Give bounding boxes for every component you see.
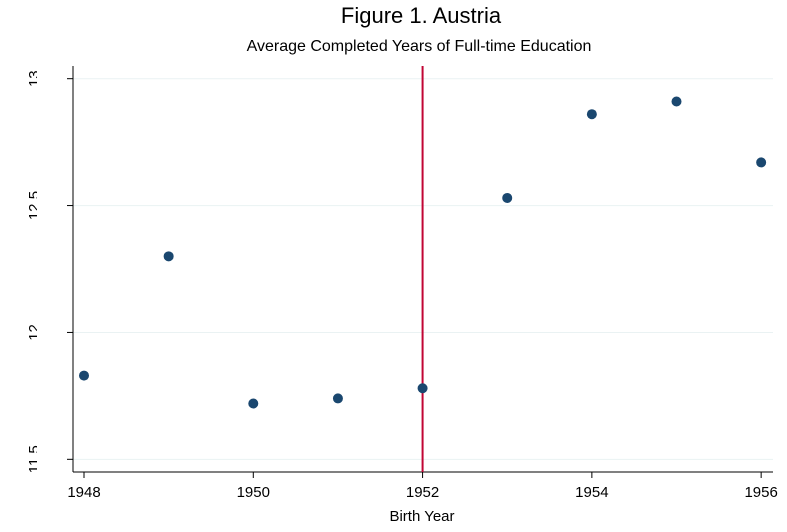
x-tick-label: 1952 bbox=[406, 484, 439, 501]
point bbox=[163, 251, 174, 262]
point bbox=[417, 383, 428, 394]
x-tick-label: 1948 bbox=[67, 484, 100, 501]
y-tick-label: 13 bbox=[26, 70, 43, 87]
point bbox=[248, 398, 259, 409]
y-tick-labels: 11.5 12 12.5 13 bbox=[26, 70, 43, 473]
point bbox=[502, 192, 513, 203]
x-axis-label: Birth Year bbox=[389, 508, 454, 525]
point bbox=[671, 96, 682, 107]
x-tick-label: 1950 bbox=[237, 484, 270, 501]
y-tick-label: 12.5 bbox=[26, 191, 43, 220]
point bbox=[79, 370, 90, 381]
x-tick-label: 1956 bbox=[744, 484, 777, 501]
y-tick-label: 12 bbox=[26, 324, 43, 341]
point bbox=[756, 157, 767, 168]
x-tick-label: 1954 bbox=[575, 484, 608, 501]
chart-title: Figure 1. Austria bbox=[341, 3, 502, 28]
chart-subtitle: Average Completed Years of Full-time Edu… bbox=[247, 38, 592, 55]
point bbox=[586, 109, 597, 120]
point bbox=[332, 393, 343, 404]
y-tick-label: 11.5 bbox=[26, 445, 43, 473]
